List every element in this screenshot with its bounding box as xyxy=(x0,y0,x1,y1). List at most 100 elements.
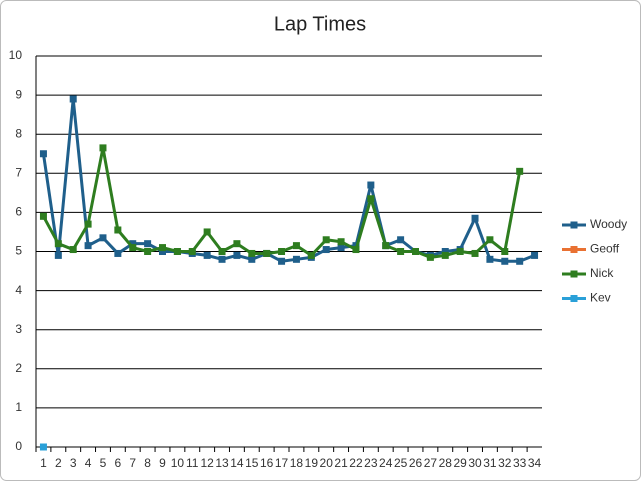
marker xyxy=(501,248,509,255)
series-line xyxy=(41,97,536,263)
x-tick-label: 2 xyxy=(55,456,62,470)
marker xyxy=(144,240,152,248)
marker xyxy=(278,248,286,255)
x-tick-label: 18 xyxy=(290,456,304,470)
marker xyxy=(114,249,122,257)
marker xyxy=(292,255,300,263)
x-tick-label: 8 xyxy=(144,456,151,470)
x-tick-label: 22 xyxy=(349,456,363,470)
y-tick-label: 10 xyxy=(9,48,23,62)
marker xyxy=(203,228,211,236)
marker xyxy=(144,248,152,255)
y-tick-label: 5 xyxy=(15,244,22,258)
x-tick-label: 31 xyxy=(483,456,497,470)
x-tick-label: 33 xyxy=(513,456,527,470)
marker xyxy=(69,246,77,254)
x-tick-label: 6 xyxy=(115,456,122,470)
marker xyxy=(188,248,196,255)
legend-marker xyxy=(570,246,578,253)
marker xyxy=(367,195,375,203)
marker xyxy=(516,257,524,265)
marker xyxy=(531,251,539,259)
y-tick-label: 4 xyxy=(15,283,22,297)
marker xyxy=(501,257,509,265)
marker xyxy=(159,248,166,255)
marker xyxy=(39,212,47,220)
marker xyxy=(159,244,166,252)
legend-label: Woody xyxy=(590,217,627,231)
x-tick-label: 19 xyxy=(305,456,319,470)
marker xyxy=(129,244,137,252)
y-tick-label: 3 xyxy=(15,322,22,336)
legend-label: Geoff xyxy=(590,242,620,256)
marker xyxy=(218,255,226,263)
x-tick-label: 21 xyxy=(334,456,348,470)
legend-marker xyxy=(570,221,578,229)
x-tick-label: 26 xyxy=(409,456,423,470)
x-tick-label: 34 xyxy=(528,456,542,470)
marker xyxy=(203,251,211,259)
x-tick-label: 11 xyxy=(186,456,199,470)
chart-title: Lap Times xyxy=(274,13,366,35)
y-tick-label: 9 xyxy=(15,87,22,101)
x-tick-label: 24 xyxy=(379,456,393,470)
marker xyxy=(441,251,449,259)
marker xyxy=(456,248,464,255)
x-tick-label: 25 xyxy=(394,456,408,470)
marker xyxy=(69,95,77,103)
x-tick-label: 12 xyxy=(200,456,214,470)
x-tick-label: 29 xyxy=(453,456,467,470)
marker xyxy=(322,246,330,254)
x-tick-label: 7 xyxy=(129,456,136,470)
y-tick-label: 7 xyxy=(15,165,22,179)
marker xyxy=(248,249,256,257)
marker xyxy=(84,220,92,228)
marker xyxy=(441,248,449,255)
marker xyxy=(367,181,375,189)
marker xyxy=(486,236,494,244)
marker xyxy=(39,150,47,158)
y-tick-label: 6 xyxy=(15,205,22,219)
marker xyxy=(471,249,479,257)
marker xyxy=(397,248,405,255)
marker xyxy=(397,236,405,244)
x-tick-label: 13 xyxy=(215,456,229,470)
legend-marker xyxy=(570,270,578,278)
x-tick-label: 20 xyxy=(320,456,334,470)
legend-label: Nick xyxy=(590,266,614,280)
x-tick-label: 32 xyxy=(498,456,512,470)
x-tick-label: 15 xyxy=(245,456,259,470)
marker xyxy=(114,226,122,234)
legend-label: Kev xyxy=(590,291,611,305)
x-tick-label: 23 xyxy=(364,456,378,470)
y-tick-label: 1 xyxy=(15,400,22,414)
marker xyxy=(307,251,315,259)
marker xyxy=(99,234,107,242)
marker xyxy=(426,253,434,261)
x-tick-label: 4 xyxy=(85,456,92,470)
marker xyxy=(233,240,241,248)
marker xyxy=(54,251,62,259)
y-tick-label: 2 xyxy=(15,361,22,375)
marker xyxy=(352,246,360,254)
marker xyxy=(233,251,241,259)
marker xyxy=(337,238,345,246)
marker xyxy=(263,249,271,257)
marker xyxy=(218,248,226,255)
x-tick-label: 5 xyxy=(100,456,107,470)
marker xyxy=(278,257,286,265)
marker xyxy=(337,244,345,252)
x-tick-label: 28 xyxy=(439,456,453,470)
x-tick-label: 10 xyxy=(171,456,185,470)
marker xyxy=(84,242,92,250)
marker xyxy=(471,214,479,222)
x-tick-label: 30 xyxy=(468,456,482,470)
y-tick-label: 8 xyxy=(15,126,22,140)
x-tick-label: 3 xyxy=(70,456,77,470)
marker xyxy=(54,240,62,248)
x-tick-label: 27 xyxy=(424,456,438,470)
marker xyxy=(39,443,47,451)
marker xyxy=(382,242,390,250)
marker xyxy=(99,144,107,152)
